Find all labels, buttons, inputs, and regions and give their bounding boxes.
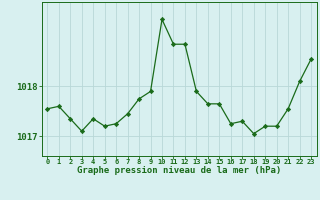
X-axis label: Graphe pression niveau de la mer (hPa): Graphe pression niveau de la mer (hPa): [77, 166, 281, 175]
